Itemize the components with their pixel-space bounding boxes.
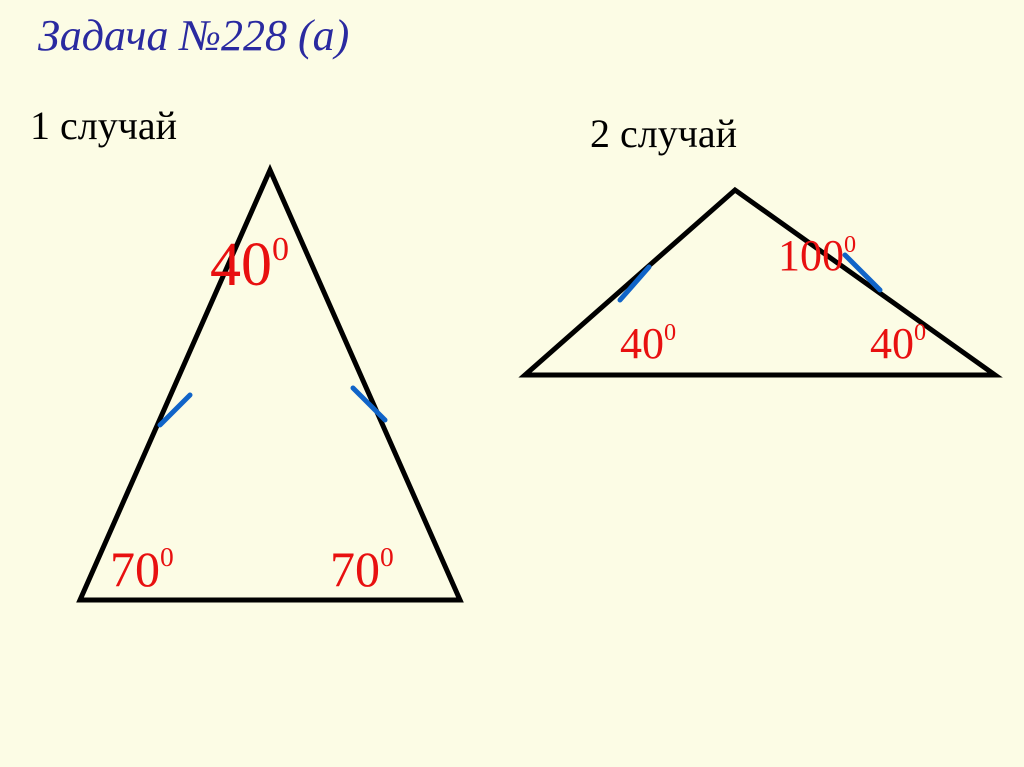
- triangle-1-angle-top: 400: [210, 230, 289, 301]
- angle-value: 100: [778, 231, 844, 280]
- angle-value: 70: [330, 541, 380, 597]
- case2-label-text: 2 случай: [590, 111, 737, 156]
- angle-value: 40: [620, 319, 664, 368]
- case1-label: 1 случай: [30, 102, 177, 149]
- slide-canvas: Задача №228 (а) 1 случай 400 700 700 2 с…: [0, 0, 1024, 767]
- triangle-2-angle-top: 1000: [778, 230, 856, 281]
- problem-title: Задача №228 (а): [38, 10, 349, 61]
- degree-symbol: 0: [914, 319, 926, 346]
- triangle-1-angle-right: 700: [330, 540, 394, 598]
- triangle-2: [515, 175, 1005, 405]
- triangle-1-angle-left: 700: [110, 540, 174, 598]
- degree-symbol: 0: [844, 231, 856, 258]
- degree-symbol: 0: [272, 231, 289, 268]
- case1-label-text: 1 случай: [30, 103, 177, 148]
- triangle-2-angle-right: 400: [870, 318, 926, 369]
- triangle-2-angle-left: 400: [620, 318, 676, 369]
- triangle-2-tick-left: [620, 267, 649, 300]
- degree-symbol: 0: [664, 319, 676, 346]
- angle-value: 40: [210, 231, 272, 299]
- angle-value: 40: [870, 319, 914, 368]
- problem-title-text: Задача №228 (а): [38, 11, 349, 60]
- degree-symbol: 0: [380, 541, 394, 572]
- case2-label: 2 случай: [590, 110, 737, 157]
- degree-symbol: 0: [160, 541, 174, 572]
- angle-value: 70: [110, 541, 160, 597]
